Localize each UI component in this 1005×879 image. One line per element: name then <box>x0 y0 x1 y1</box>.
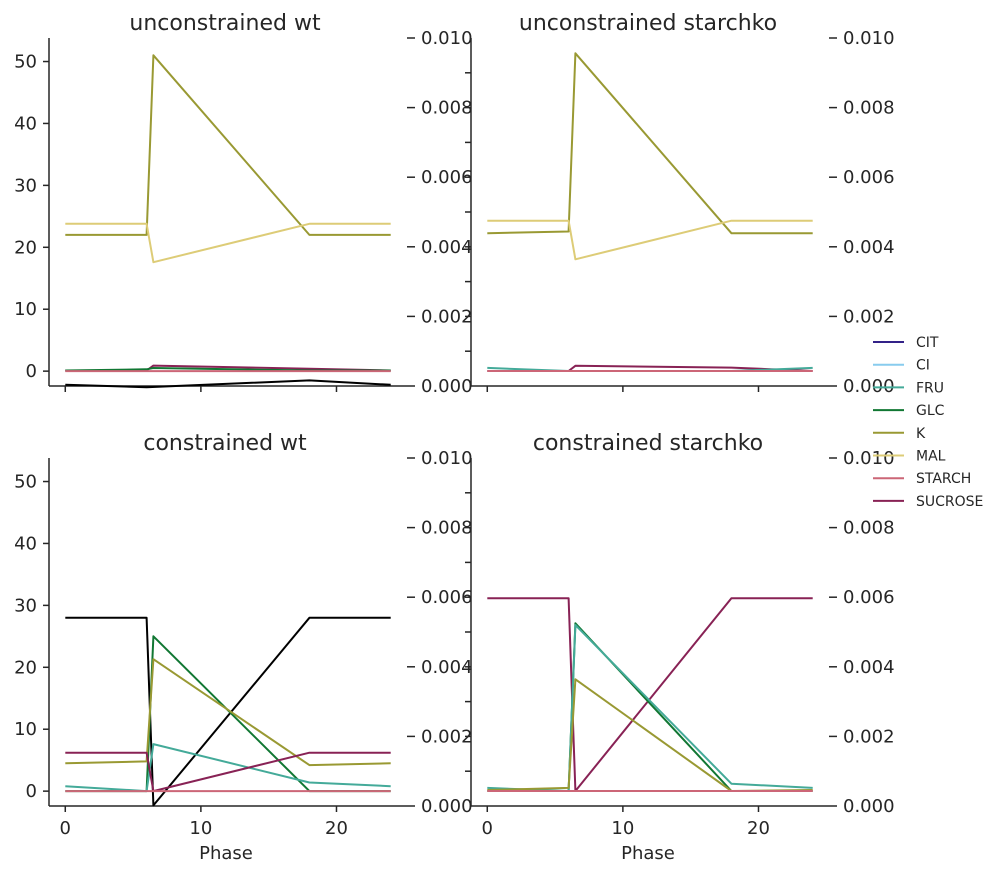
y-tick-label: 0 <box>26 781 37 802</box>
chart-panel-4: constrained starchko 0.000 0.002 0.004 0.006… <box>465 431 895 864</box>
x-axis-label: Phase <box>621 843 675 864</box>
x-tick-label: 0 <box>482 818 493 839</box>
legend-label-sucrose: SUCROSE <box>916 494 983 510</box>
legend-label-glc: GLC <box>916 403 945 419</box>
y-tick-label: 50 <box>14 472 37 493</box>
y2-tick-label: 0.006 <box>843 587 895 608</box>
y2-tick-label: 0.004 <box>421 657 473 678</box>
y2-tick-label: 0.002 <box>843 306 895 327</box>
y2-tick-label: 0.002 <box>843 726 895 747</box>
y-tick-label: 10 <box>14 299 37 320</box>
y-tick-label: 50 <box>14 52 37 73</box>
series-line-glc <box>487 622 813 792</box>
y2-tick-label: 0.006 <box>843 167 895 188</box>
x-tick-label: 20 <box>747 818 770 839</box>
series-line-mal <box>65 222 391 264</box>
y2-tick-label: 0.002 <box>421 306 473 327</box>
legend-label-ci: CI <box>916 358 930 374</box>
series-line-fru <box>487 624 813 792</box>
series-line-glc <box>65 635 391 793</box>
y2-tick-label: 0.010 <box>421 28 473 49</box>
y2-tick-label: 0.010 <box>421 448 473 469</box>
y2-tick-label: 0.000 <box>843 796 895 817</box>
chart-panel-3: constrained wt 0 10 20 30 40 50 0.000 0.002 0.004… <box>14 431 472 864</box>
y2-tick-label: 0.008 <box>843 98 895 119</box>
legend-label-cit: CIT <box>916 335 939 351</box>
legend-label-fru: FRU <box>916 380 944 396</box>
series-line-k <box>65 658 391 767</box>
y-tick-label: 40 <box>14 533 37 554</box>
legend-label-k: K <box>916 426 926 442</box>
y2-tick-label: 0.006 <box>421 167 473 188</box>
x-tick-label: 20 <box>325 818 348 839</box>
y2-tick-label: 0.002 <box>421 726 473 747</box>
legend: CIT CI FRU GLC K MAL STARCH SUCROSE <box>873 335 983 510</box>
y-tick-label: 0 <box>26 361 37 382</box>
chart-panel-2: unconstrained starchko 0.000 0.002 0.004 0.0… <box>465 11 895 397</box>
legend-label-mal: MAL <box>916 449 946 465</box>
panel-title: constrained starchko <box>533 431 763 456</box>
y-tick-label: 20 <box>14 237 37 258</box>
series-line-sucrose <box>487 597 813 792</box>
y-tick-label: 40 <box>14 113 37 134</box>
x-axis-label: Phase <box>199 843 253 864</box>
y2-tick-label: 0.008 <box>421 98 473 119</box>
panel-title: unconstrained wt <box>129 11 321 36</box>
y-tick-label: 30 <box>14 175 37 196</box>
y2-tick-label: 0.004 <box>843 237 895 258</box>
series-line-fru <box>65 743 391 793</box>
y-tick-label: 30 <box>14 595 37 616</box>
chart-panel-1: unconstrained wt 0 10 20 30 40 50 0.000 0.002 0.0… <box>14 11 472 397</box>
y2-tick-label: 0.000 <box>421 796 473 817</box>
x-tick-label: 0 <box>60 818 71 839</box>
series-line-k <box>487 678 813 792</box>
series-line-unlabeled <box>65 616 391 807</box>
y2-tick-label: 0.010 <box>843 448 895 469</box>
x-tick-label: 10 <box>189 818 212 839</box>
legend-label-starch: STARCH <box>916 471 971 487</box>
y2-tick-label: 0.004 <box>421 237 473 258</box>
panel-title: constrained wt <box>143 431 307 456</box>
y2-tick-label: 0.006 <box>421 587 473 608</box>
y-tick-label: 10 <box>14 719 37 740</box>
y2-tick-label: 0.000 <box>421 376 473 397</box>
series-line-sucrose <box>65 751 391 793</box>
x-tick-label: 10 <box>611 818 634 839</box>
y2-tick-label: 0.008 <box>843 518 895 539</box>
series-line-unlabeled <box>65 379 391 389</box>
series-line-k <box>487 52 813 235</box>
series-line-k <box>65 54 391 236</box>
y2-tick-label: 0.008 <box>421 518 473 539</box>
y-tick-label: 20 <box>14 657 37 678</box>
panel-title: unconstrained starchko <box>519 11 777 36</box>
y2-tick-label: 0.010 <box>843 28 895 49</box>
y2-tick-label: 0.000 <box>843 376 895 397</box>
y2-tick-label: 0.004 <box>843 657 895 678</box>
series-line-mal <box>487 219 813 261</box>
